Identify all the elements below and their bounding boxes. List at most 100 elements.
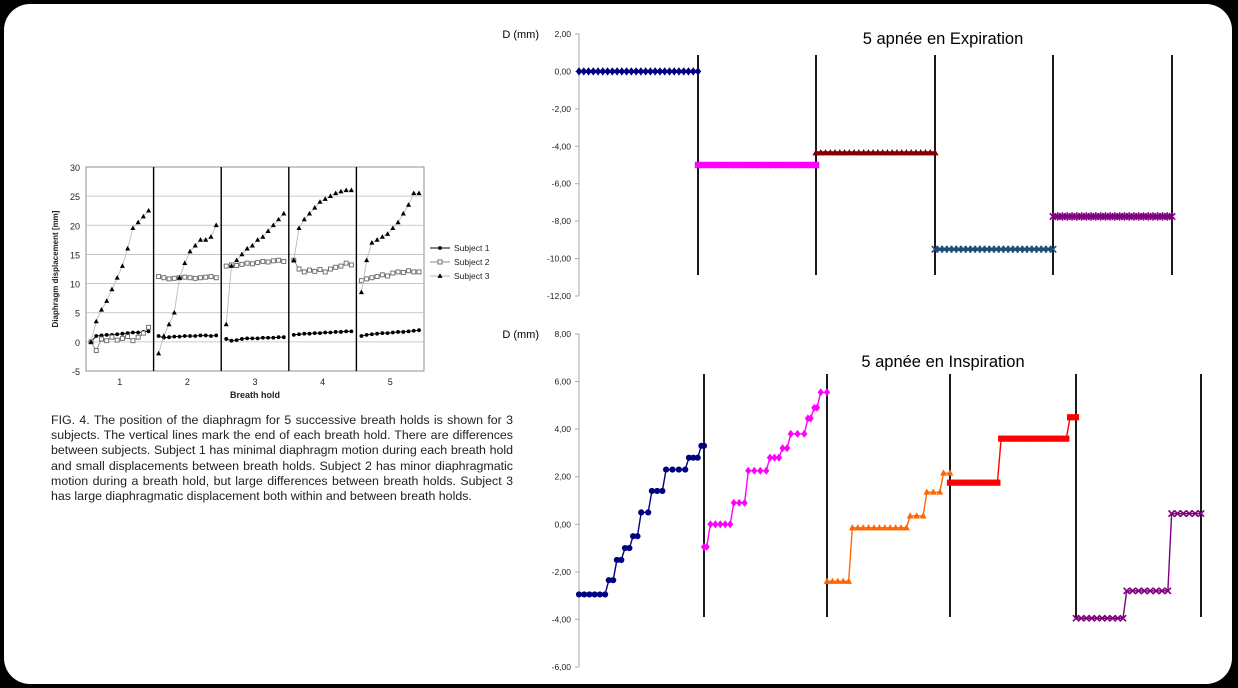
data-point — [907, 148, 915, 156]
expiration-chart: 2,00 0,00 -2,00 -4,00 -6,00 -8,00 -10,00 -12,00… — [502, 29, 1176, 301]
data-point — [831, 148, 839, 156]
data-point-subject-2 — [301, 269, 307, 275]
data-point-subject-2 — [317, 267, 323, 273]
data-point-subject-1 — [328, 330, 333, 335]
legend-label: Subject 3 — [454, 271, 490, 281]
y-tick-label: -8,00 — [552, 216, 572, 226]
data-point-subject-3 — [249, 242, 255, 248]
slide: -5 0 5 10 15 20 25 30 1 2 3 4 5 Breath hold Diaphragm … — [4, 4, 1232, 684]
data-point-subject-1 — [240, 337, 244, 341]
data-point-subject-2 — [239, 261, 245, 267]
data-point — [1168, 212, 1176, 221]
data-point — [784, 161, 791, 169]
data-point-subject-2 — [260, 258, 266, 264]
data-point — [926, 148, 934, 156]
data-point — [845, 148, 853, 156]
step-line — [827, 472, 950, 583]
y-tick-label: 5 — [75, 309, 80, 319]
data-point-subject-1 — [406, 329, 411, 334]
data-point — [808, 161, 815, 169]
data-point-subject-2 — [364, 276, 370, 282]
y-tick-label: 10 — [70, 280, 80, 290]
data-point-subject-3 — [130, 225, 136, 231]
data-point-subject-1 — [359, 334, 364, 338]
data-point-subject-3 — [411, 190, 417, 196]
data-point-subject-3 — [182, 260, 188, 266]
data-point-subject-1 — [224, 337, 229, 341]
y-tick-label: 15 — [70, 250, 80, 260]
y-tick-label: 2,00 — [554, 29, 571, 39]
data-point — [732, 161, 739, 169]
data-point-subject-1 — [349, 329, 354, 334]
data-point — [793, 161, 801, 169]
data-point — [756, 161, 763, 169]
data-point-subject-2 — [281, 258, 287, 264]
data-point-subject-1 — [401, 330, 406, 334]
data-point-subject-1 — [291, 332, 296, 337]
data-point-subject-3 — [213, 222, 219, 228]
data-point — [727, 161, 735, 169]
paper-figure-chart: -5 0 5 10 15 20 25 30 1 2 3 4 5 Breath hold Diaphragm … — [51, 163, 490, 399]
data-point-subject-2 — [374, 274, 380, 280]
data-point-subject-3 — [348, 187, 354, 193]
legend-marker — [437, 259, 443, 265]
data-point — [798, 161, 806, 169]
data-point — [850, 148, 858, 156]
data-point — [704, 161, 711, 169]
data-point-subject-3 — [260, 234, 266, 239]
data-point-subject-1 — [172, 334, 177, 339]
data-point-subject-3 — [405, 202, 412, 207]
chart-title: 5 apnée en Inspiration — [861, 353, 1024, 371]
data-point — [751, 161, 758, 169]
series-segment-5 — [1072, 509, 1205, 622]
data-point — [628, 67, 635, 76]
legend-label: Subject 2 — [454, 257, 490, 267]
y-tick-label: 2,00 — [554, 472, 571, 482]
data-point — [860, 148, 868, 156]
data-point-subject-3 — [98, 307, 105, 312]
data-point — [912, 148, 920, 156]
series-segment-4 — [946, 414, 1080, 486]
data-point-subject-3 — [291, 257, 297, 263]
data-point-subject-3 — [265, 228, 271, 233]
step-line — [579, 445, 704, 596]
data-point — [822, 148, 830, 156]
data-point-subject-1 — [193, 334, 198, 338]
y-tick-label: 0,00 — [554, 519, 571, 529]
data-point-subject-3 — [358, 289, 364, 295]
data-point — [713, 161, 721, 169]
data-point-subject-2 — [411, 269, 417, 275]
data-point — [921, 148, 929, 156]
data-point — [931, 148, 939, 156]
data-point — [1049, 245, 1057, 253]
data-point-subject-3 — [88, 339, 94, 344]
series-segment-2 — [700, 388, 831, 551]
data-point — [836, 148, 844, 156]
data-point-subject-1 — [120, 331, 125, 336]
data-point-subject-2 — [223, 263, 229, 269]
data-point — [604, 67, 611, 76]
data-point-subject-1 — [167, 335, 171, 340]
data-point-subject-1 — [255, 336, 260, 341]
y-tick-label: -6,00 — [552, 662, 572, 672]
data-point-subject-3 — [416, 190, 422, 196]
data-point-subject-3 — [296, 225, 302, 231]
data-point-subject-1 — [245, 336, 250, 341]
data-point-subject-3 — [146, 207, 152, 213]
data-point-subject-2 — [192, 275, 198, 281]
data-point-subject-3 — [187, 248, 193, 254]
data-point-subject-1 — [344, 329, 349, 334]
data-point — [737, 161, 744, 169]
data-point-subject-2 — [400, 270, 406, 275]
data-point-subject-3 — [343, 187, 349, 193]
data-point — [898, 148, 906, 156]
data-point-subject-1 — [375, 331, 380, 336]
data-point-subject-2 — [395, 269, 401, 275]
data-point — [770, 161, 777, 169]
data-point — [742, 161, 749, 169]
data-point-subject-2 — [416, 269, 422, 275]
data-point-subject-1 — [417, 328, 421, 333]
data-point-subject-1 — [198, 333, 203, 338]
data-point-subject-1 — [369, 332, 374, 337]
data-point — [879, 148, 887, 156]
